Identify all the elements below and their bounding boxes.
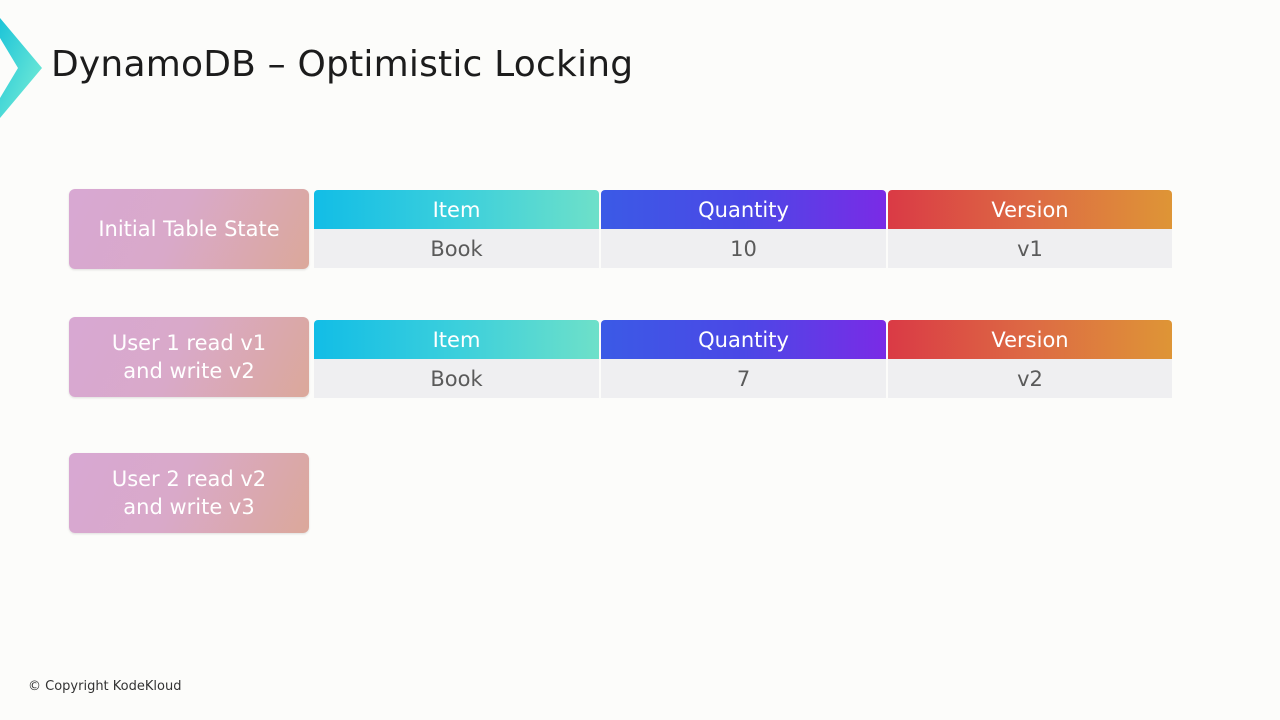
header-item: Item <box>314 190 599 229</box>
cell-item: Book <box>314 359 599 398</box>
row-label-user1: User 1 read v1 and write v2 <box>69 317 309 397</box>
header-quantity: Quantity <box>601 190 886 229</box>
cell-version: v1 <box>888 229 1172 268</box>
header-version: Version <box>888 320 1172 359</box>
row-label-initial-state: Initial Table State <box>69 189 309 269</box>
table-initial-state: Item Quantity Version Book 10 v1 <box>314 190 1172 268</box>
header-item: Item <box>314 320 599 359</box>
row-label-text: User 1 read v1 and write v2 <box>111 331 267 383</box>
cell-quantity: 7 <box>601 359 886 398</box>
row-label-user2: User 2 read v2 and write v3 <box>69 453 309 533</box>
header-version: Version <box>888 190 1172 229</box>
table-user1-write: Item Quantity Version Book 7 v2 <box>314 320 1172 398</box>
slide-title: DynamoDB – Optimistic Locking <box>51 44 634 85</box>
copyright-notice: © Copyright KodeKloud <box>28 679 182 694</box>
cell-quantity: 10 <box>601 229 886 268</box>
row-label-text: Initial Table State <box>98 217 280 241</box>
cell-version: v2 <box>888 359 1172 398</box>
cell-item: Book <box>314 229 599 268</box>
header-quantity: Quantity <box>601 320 886 359</box>
row-label-text: User 2 read v2 and write v3 <box>111 467 267 519</box>
slide-accent-chevron <box>0 18 42 118</box>
